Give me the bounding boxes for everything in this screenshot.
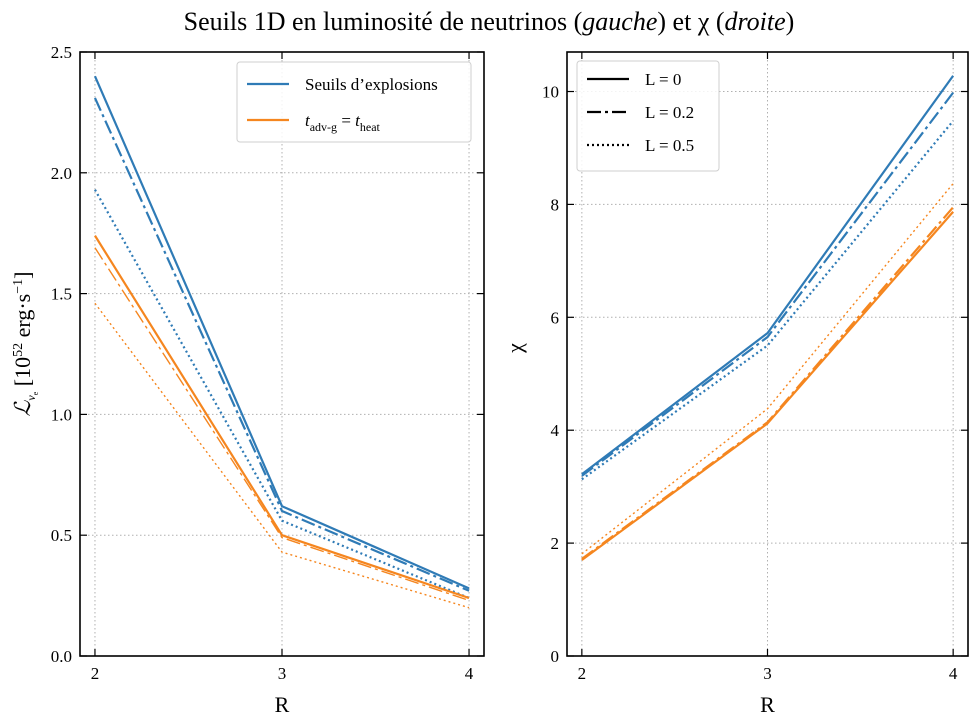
series-group	[93, 75, 470, 609]
series-line-3	[94, 189, 470, 600]
y-axis-unit-exp: −1	[11, 279, 26, 294]
x-tick-label: 3	[278, 664, 287, 683]
series-line-4	[94, 235, 470, 600]
legend-label: L = 0.2	[645, 103, 694, 122]
x-tick-label: 2	[91, 664, 100, 683]
ticks: 2 3 4 0.0 0.5 1.0 1.5 2.0 2.5	[51, 43, 484, 683]
y-tick-label: 2	[551, 534, 560, 553]
legend-label: L = 0	[645, 70, 681, 89]
figure-title-part: )	[786, 7, 795, 36]
x-tick-label: 4	[465, 664, 474, 683]
x-tick-label: 3	[763, 664, 772, 683]
legend-label: Seuils d’explosions	[305, 75, 438, 94]
series-line-2	[581, 91, 955, 477]
y-tick-label: 8	[551, 195, 560, 214]
y-tick-label: 6	[551, 308, 560, 327]
legend-box	[236, 61, 472, 143]
legend-label-part: heat	[360, 120, 381, 134]
y-axis-unit: erg·s	[10, 294, 35, 343]
y-axis-unit: ]	[10, 272, 35, 279]
x-axis-label: R	[275, 692, 290, 717]
y-tick-label: 2.0	[51, 164, 72, 183]
series-line-1	[581, 75, 955, 476]
figure-title-part: ) et χ (	[657, 7, 724, 36]
y-axis-label: ℒνe [1052 erg·s−1]	[10, 272, 40, 417]
y-axis-sub: ν	[24, 395, 38, 401]
y-axis-label: χ	[502, 343, 527, 354]
series-line-6	[94, 302, 470, 609]
series-line-5	[94, 247, 470, 602]
left-panel: 2 3 4 0.0 0.5 1.0 1.5 2.0 2.5 R ℒνe [1052 erg·s−1]…	[10, 43, 485, 717]
figure-title: Seuils 1D en luminosité de neutrinos (ga…	[184, 7, 795, 36]
x-tick-label: 2	[578, 664, 587, 683]
y-axis-unit: [10	[10, 357, 35, 392]
legend-label-part: t	[305, 111, 311, 130]
series-line-1	[93, 75, 470, 590]
x-axis-label: R	[760, 692, 775, 717]
y-axis-unit-exp: 52	[11, 343, 26, 357]
figure-title-part: Seuils 1D en luminosité de neutrinos (	[184, 7, 583, 36]
series-line-4	[581, 211, 954, 561]
series-line-3	[581, 120, 954, 481]
series-line-2	[93, 97, 470, 592]
y-tick-label: 0.0	[51, 647, 72, 666]
legend-label-part: adv-g	[310, 120, 337, 134]
grid	[80, 51, 484, 657]
y-tick-label: 10	[542, 83, 559, 102]
legend-label: L = 0.5	[645, 136, 694, 155]
legend-label-part: =	[337, 111, 355, 130]
figure-title-part: gauche	[582, 7, 657, 36]
series-line-6	[581, 183, 954, 555]
x-tick-label: 4	[949, 664, 958, 683]
y-tick-label: 4	[551, 421, 560, 440]
series-line-5	[581, 206, 954, 560]
y-tick-label: 0.5	[51, 526, 72, 545]
y-tick-label: 0	[551, 647, 560, 666]
legend-label: tadv-g = theat	[305, 111, 381, 134]
legend: L = 0 L = 0.2 L = 0.5	[576, 60, 720, 172]
y-tick-label: 2.5	[51, 43, 72, 62]
figure-title-part: droite	[725, 7, 786, 36]
legend-box	[576, 60, 720, 172]
y-axis-symbol: ℒ	[10, 399, 35, 416]
y-tick-label: 1.0	[51, 405, 72, 424]
legend-label-part: t	[355, 111, 361, 130]
y-axis-sub2: e	[31, 391, 40, 395]
series-group	[581, 75, 955, 561]
y-tick-label: 1.5	[51, 285, 72, 304]
